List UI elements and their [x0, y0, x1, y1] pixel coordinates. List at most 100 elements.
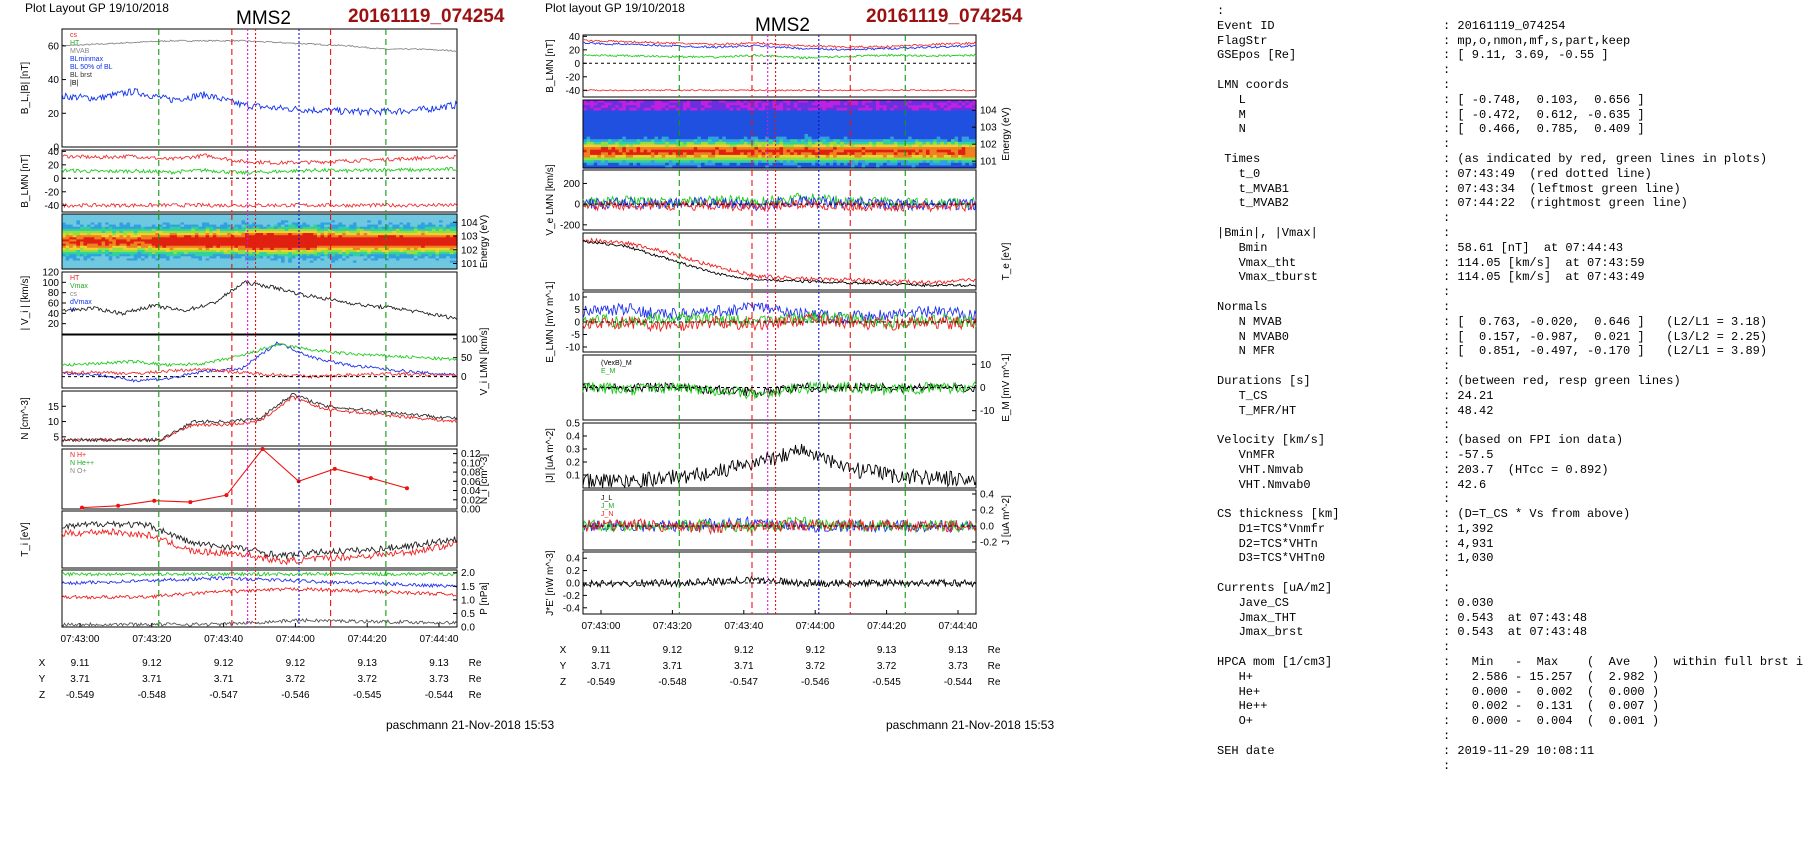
spectrogram-cell	[431, 226, 437, 230]
spectrogram-cell	[668, 120, 673, 125]
spectrogram-cell	[119, 239, 124, 243]
spectrogram-cell	[786, 136, 791, 140]
spectrogram-cell	[421, 230, 426, 234]
spectrogram-cell	[80, 222, 85, 226]
spectrogram-cell	[636, 134, 641, 138]
spectrogram-cell	[338, 226, 343, 230]
spectrogram-cell	[378, 224, 383, 228]
spectrogram-cell	[790, 149, 795, 153]
spectrogram-cell	[87, 239, 92, 243]
spectrogram-cell	[212, 218, 217, 221]
spectrogram-cell	[123, 247, 128, 251]
spectrogram-cell	[629, 100, 634, 104]
spectrogram-cell	[105, 230, 110, 234]
spectrogram-cell	[661, 115, 666, 119]
spectrogram-cell	[83, 233, 88, 236]
spectrogram-cell	[345, 247, 350, 251]
spectrogram-cell	[704, 105, 709, 109]
spectrogram-cell	[396, 220, 401, 223]
spectrogram-cell	[130, 237, 135, 240]
spectrogram-cell	[428, 252, 433, 255]
spectrogram-cell	[295, 235, 300, 238]
spectrogram-cell	[836, 113, 841, 117]
spectrogram-cell	[94, 254, 99, 257]
spectrogram-cell	[130, 226, 135, 230]
spectrogram-cell	[413, 237, 419, 240]
spectrogram-cell	[413, 258, 419, 262]
left-panel-4-legend: cs	[70, 291, 78, 298]
spectrogram-cell	[715, 165, 720, 169]
spectrogram-cell	[768, 105, 773, 109]
spectrogram-cell	[313, 264, 318, 268]
spectrogram-cell	[618, 157, 623, 161]
spectrogram-cell	[446, 264, 451, 268]
spectrogram-cell	[783, 154, 788, 159]
spectrogram-cell	[725, 162, 731, 166]
spectrogram-cell	[804, 110, 809, 114]
spectrogram-cell	[281, 264, 286, 268]
spectrogram-cell	[324, 224, 329, 228]
spectrogram-cell	[708, 152, 713, 156]
spectrogram-cell	[822, 152, 827, 156]
spectrogram-cell	[683, 165, 688, 169]
left-panel-1-frame	[61, 28, 458, 148]
spectrogram-cell	[363, 239, 368, 243]
spectrogram-cell	[590, 113, 595, 117]
spectrogram-cell	[151, 230, 156, 234]
spectrogram-cell	[686, 157, 691, 161]
spectrogram-cell	[758, 110, 763, 114]
spectrogram-cell	[700, 160, 706, 164]
spectrogram-cell	[255, 262, 261, 266]
spectrogram-cell	[284, 230, 289, 234]
spectrogram-cell	[108, 218, 113, 221]
spectrogram-cell	[277, 266, 282, 270]
spectrogram-cell	[403, 260, 408, 264]
spectrogram-cell	[758, 131, 763, 135]
spectrogram-cell	[356, 245, 361, 249]
spectrogram-cell	[697, 120, 702, 125]
spectrogram-cell	[263, 230, 268, 234]
spectrogram-cell	[786, 154, 791, 159]
spectrogram-cell	[187, 245, 192, 249]
spectrogram-cell	[725, 115, 731, 119]
spectrogram-cell	[76, 260, 81, 264]
spectrogram-cell	[299, 247, 304, 251]
spectrogram-cell	[112, 220, 117, 223]
spectrogram-cell	[446, 243, 451, 247]
spectrogram-cell	[331, 243, 336, 247]
spectrogram-cell	[750, 149, 756, 153]
spectrogram-cell	[352, 250, 358, 253]
spectrogram-cell	[115, 262, 121, 266]
spectrogram-cell	[758, 141, 763, 145]
spectrogram-cell	[800, 165, 806, 169]
spectrogram-cell	[693, 105, 698, 109]
spectrogram-cell	[80, 258, 85, 262]
spectrogram-cell	[220, 256, 225, 259]
spectrogram-cell	[144, 235, 149, 238]
spectrogram-cell	[306, 224, 311, 228]
spectrogram-cell	[259, 224, 264, 228]
spectrogram-cell	[126, 226, 131, 230]
spectrogram-cell	[65, 239, 70, 243]
spectrogram-cell	[647, 100, 652, 104]
spectrogram-cell	[633, 144, 638, 148]
spectrogram-cell	[360, 218, 365, 221]
spectrogram-cell	[618, 149, 623, 153]
spectrogram-cell	[733, 110, 738, 114]
spectrogram-cell	[349, 230, 354, 234]
spectrogram-cell	[808, 110, 813, 114]
spectrogram-cell	[672, 126, 677, 130]
spectrogram-cell	[69, 226, 74, 230]
spectrogram-cell	[263, 264, 268, 268]
spectrogram-cell	[822, 160, 827, 164]
spectrogram-cell	[453, 262, 458, 266]
spectrogram-cell	[818, 123, 823, 127]
spectrogram-cell	[439, 256, 444, 259]
spectrogram-cell	[87, 266, 92, 270]
spectrogram-cell	[636, 126, 641, 130]
spectrogram-cell	[370, 264, 375, 268]
spectrogram-cell	[811, 113, 816, 117]
spectrogram-cell	[363, 228, 368, 232]
spectrogram-cell	[435, 233, 440, 236]
spectrogram-cell	[169, 254, 174, 257]
